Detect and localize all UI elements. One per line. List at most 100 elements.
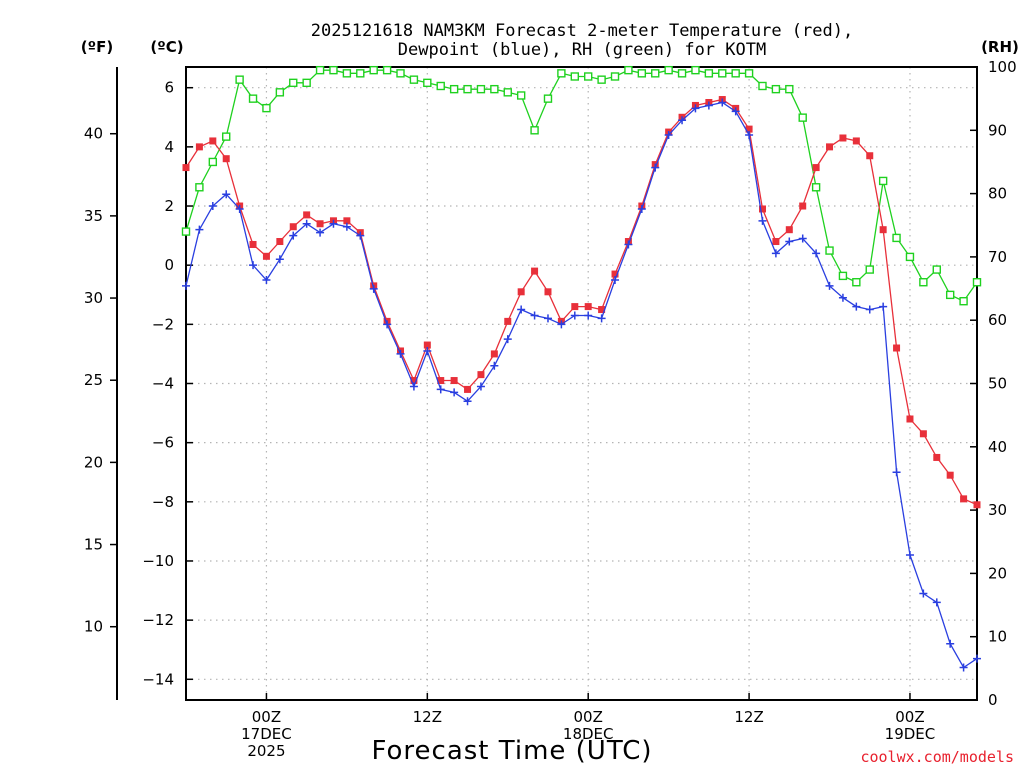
unit-fahrenheit-label: (ºF)	[81, 38, 113, 56]
rh-point	[289, 78, 298, 88]
dewpoint-point	[825, 281, 834, 290]
celsius-tick-label: −10	[142, 552, 174, 570]
rh-point	[262, 103, 271, 113]
dewpoint-point	[329, 219, 338, 228]
temperature-point	[946, 471, 954, 479]
temperature-point	[182, 164, 190, 172]
dewpoint-point	[249, 261, 258, 270]
dewpoint-series	[182, 98, 981, 672]
temperature-point	[933, 453, 941, 461]
temperature-point	[316, 220, 324, 228]
dewpoint-point	[959, 663, 968, 672]
dewpoint-point	[731, 107, 740, 116]
dewpoint-point	[490, 361, 499, 370]
rh-point	[423, 78, 432, 88]
temperature-point	[772, 238, 780, 246]
rh-point	[892, 233, 901, 243]
dewpoint-point	[838, 293, 847, 302]
time-tick-label: 19DEC	[885, 725, 936, 743]
rh-point	[369, 65, 378, 75]
rh-point	[208, 157, 218, 167]
dewpoint-point	[316, 228, 325, 237]
fahrenheit-tick-label: 25	[84, 371, 103, 389]
rh-point	[691, 65, 700, 75]
dewpoint-point	[450, 388, 459, 397]
dewpoint-point	[678, 116, 687, 125]
dewpoint-point	[208, 202, 217, 211]
dewpoint-point	[651, 163, 660, 172]
rh-point	[637, 69, 647, 78]
dewpoint-point	[905, 551, 914, 560]
rh-point	[476, 84, 486, 94]
celsius-tick-label: 6	[164, 79, 174, 97]
temperature-series	[182, 96, 981, 509]
rh-point	[959, 297, 968, 306]
temperature-point	[745, 125, 753, 133]
rh-tick-label: 10	[988, 628, 1007, 646]
fahrenheit-tick-label: 35	[84, 207, 103, 225]
temperature-point	[879, 226, 887, 234]
dewpoint-point	[476, 382, 485, 391]
dewpoint-point	[973, 654, 981, 663]
celsius-axis-ticks: 6 4 2 0 −2 −4 −6 −8 −10 −12 −14	[142, 79, 193, 688]
dewpoint-point	[892, 468, 901, 477]
dewpoint-point	[342, 222, 351, 231]
dewpoint-point	[222, 190, 231, 199]
dewpoint-point	[597, 314, 606, 323]
dewpoint-point	[503, 335, 512, 344]
rh-point	[945, 290, 955, 300]
time-tick-label: 00Z	[895, 708, 924, 726]
rh-point	[436, 81, 445, 91]
dewpoint-point	[584, 311, 593, 320]
rh-point	[530, 126, 539, 135]
celsius-tick-label: 2	[164, 197, 174, 215]
dewpoint-point	[785, 237, 794, 246]
temperature-point	[222, 155, 230, 163]
chart-title-line2: Dewpoint (blue), RH (green) for KOTM	[398, 40, 766, 60]
rh-line	[185, 69, 978, 303]
rh-point	[905, 252, 915, 262]
celsius-tick-label: −14	[142, 670, 174, 688]
temperature-point	[758, 205, 766, 213]
temperature-point	[450, 377, 458, 385]
temperature-point	[598, 306, 606, 314]
temperature-point	[839, 134, 847, 142]
dewpoint-point	[543, 314, 552, 323]
dewpoint-point	[718, 98, 727, 107]
temperature-point	[893, 344, 901, 352]
temperature-point	[423, 341, 431, 349]
rh-point	[342, 69, 352, 78]
dewpoint-point	[611, 275, 620, 284]
dewpoint-point	[664, 131, 673, 140]
temperature-point	[785, 226, 793, 234]
temperature-point	[343, 217, 351, 225]
rh-point	[731, 69, 740, 78]
celsius-tick-label: −8	[152, 493, 174, 511]
dewpoint-point	[289, 231, 298, 240]
rh-point	[718, 69, 727, 78]
rh-point	[382, 65, 392, 75]
rh-tick-label: 70	[988, 248, 1007, 266]
rh-point	[584, 72, 593, 81]
rh-tick-label: 50	[988, 375, 1007, 393]
grid-lines	[186, 67, 977, 700]
rh-tick-label: 60	[988, 311, 1007, 329]
rh-point	[329, 65, 338, 75]
dewpoint-point	[919, 589, 928, 598]
dewpoint-point	[570, 311, 579, 320]
fahrenheit-axis-ticks: 40 35 30 25 20 15 10	[84, 125, 117, 636]
temperature-point	[584, 303, 592, 311]
temperature-point	[799, 202, 807, 210]
temperature-point	[437, 377, 445, 385]
dewpoint-point	[865, 305, 874, 314]
dewpoint-point	[396, 349, 405, 358]
fahrenheit-tick-label: 40	[84, 125, 103, 143]
celsius-tick-label: −6	[152, 434, 174, 452]
dewpoint-point	[436, 385, 445, 394]
rh-point	[972, 278, 982, 287]
celsius-tick-label: 0	[164, 256, 174, 274]
dewpoint-point	[530, 311, 539, 320]
rh-tick-label: 30	[988, 501, 1007, 519]
temperature-point	[410, 377, 418, 385]
